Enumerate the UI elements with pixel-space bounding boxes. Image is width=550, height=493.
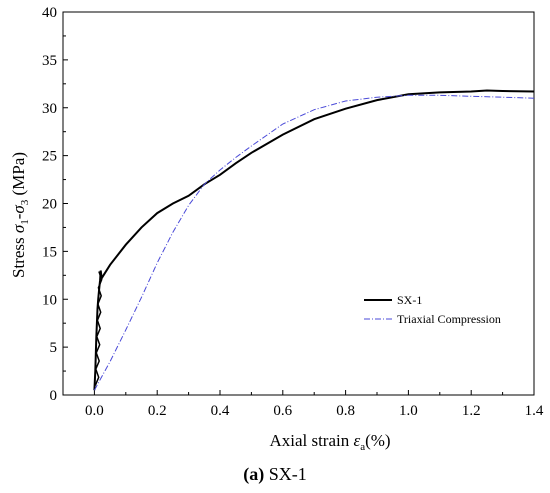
y-tick-label: 5 xyxy=(50,340,58,356)
stress-strain-chart: 0.0 0.2 0.4 0.6 0.8 1.0 1.2 1.4 0 5 10 15 20 25 30 35 40… xyxy=(9,5,544,453)
legend: SX-1 Triaxial Compression xyxy=(364,293,501,326)
x-tick-label: 0.0 xyxy=(85,403,104,419)
plot-frame xyxy=(62,11,535,396)
sx-1-jagged-segment xyxy=(94,271,103,386)
series-lines xyxy=(93,89,535,391)
x-tick-label: 0.2 xyxy=(148,403,167,419)
y-tick-label: 15 xyxy=(42,244,57,260)
plot-border xyxy=(62,11,535,396)
x-title-unit: (%) xyxy=(365,431,390,450)
y-title-text: Stress xyxy=(9,233,28,278)
y-title-sigma3: σ xyxy=(9,205,28,214)
y-tick-label: 25 xyxy=(42,149,57,165)
caption-label: (a) xyxy=(243,464,265,484)
axis-ticks: 0.0 0.2 0.4 0.6 0.8 1.0 1.2 1.4 0 5 10 15 20 25 30 35 40 xyxy=(42,5,544,419)
legend-label: Triaxial Compression xyxy=(397,312,501,326)
x-tick-label: 1.4 xyxy=(525,403,544,419)
x-title-text: Axial strain xyxy=(269,431,353,450)
y-title-unit: (MPa) xyxy=(9,152,28,200)
y-tick-label: 35 xyxy=(42,53,57,69)
x-title-subscript: a xyxy=(360,441,365,453)
caption-text: SX-1 xyxy=(264,464,307,484)
y-title-sigma1: σ xyxy=(9,224,28,233)
x-tick-label: 0.8 xyxy=(336,403,355,419)
x-axis-title: Axial strain εa(%) xyxy=(269,431,390,453)
legend-label: SX-1 xyxy=(397,293,422,307)
y-title-sub3: 3 xyxy=(19,199,31,205)
y-tick-label: 0 xyxy=(50,388,58,404)
y-axis-title: Stress σ1-σ3 (MPa) xyxy=(9,152,31,278)
x-title-symbol: ε xyxy=(353,431,360,450)
y-tick-label: 20 xyxy=(42,197,57,213)
x-tick-label: 1.2 xyxy=(462,403,481,419)
y-tick-label: 40 xyxy=(42,5,57,21)
figure-caption: (a) SX-1 xyxy=(0,464,550,485)
x-tick-label: 0.6 xyxy=(273,403,292,419)
x-tick-label: 1.0 xyxy=(399,403,418,419)
axis-titles: Axial strain εa(%) Stress σ1-σ3 (MPa) xyxy=(9,152,391,453)
series-line-sx-1 xyxy=(93,89,535,391)
y-title-dash: - xyxy=(9,213,28,219)
series-line-triaxial-compression xyxy=(93,94,535,391)
x-tick-label: 0.4 xyxy=(211,403,230,419)
y-title-sub1: 1 xyxy=(19,219,31,225)
y-tick-label: 30 xyxy=(42,101,57,117)
y-tick-label: 10 xyxy=(42,292,57,308)
